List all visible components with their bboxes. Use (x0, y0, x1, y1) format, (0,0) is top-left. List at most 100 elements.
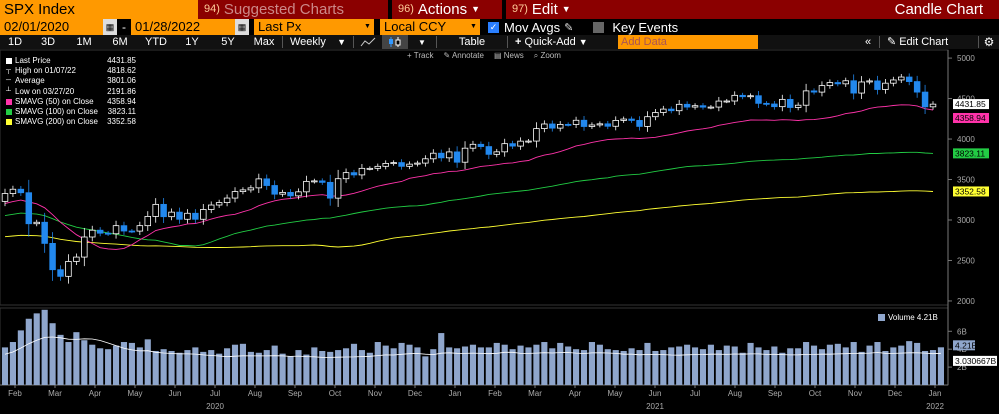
chart-type-dropdown[interactable]: ▼ (418, 37, 426, 47)
legend-item[interactable]: SMAVG (50) on Close 4358.94 (6, 97, 136, 107)
period-ytd[interactable]: YTD (145, 36, 167, 48)
volume-bar (763, 350, 770, 385)
quick-add-button[interactable]: + Quick-Add ▼ (515, 36, 588, 48)
actions-button[interactable]: 96) Actions ▼ (392, 0, 502, 19)
toolbar: 1D 3D 1M 6M YTD 1Y 5Y Max Weekly ▼ ▼ Table + Qui… (0, 35, 999, 49)
candle-body (525, 140, 532, 143)
volume-bar (477, 347, 484, 385)
legend-label: Low on 03/27/20 (15, 86, 75, 96)
x-tick-label: Feb (488, 389, 502, 398)
volume-bar (644, 342, 651, 385)
key-events-checkbox[interactable] (593, 21, 605, 33)
calendar-icon[interactable]: ▦ (235, 19, 249, 35)
volume-bar (350, 343, 358, 385)
volume-bar (422, 356, 429, 385)
calendar-icon[interactable]: ▦ (103, 19, 117, 35)
ticker-field[interactable]: SPX Index (0, 0, 198, 19)
annotate-tool[interactable]: ✎ Annotate (443, 51, 484, 60)
candle-body (358, 167, 366, 176)
candle-body (509, 143, 516, 147)
volume-bar (818, 349, 826, 385)
sma50-line (4, 104, 934, 250)
candle-chart-icon[interactable] (382, 35, 408, 49)
legend-item[interactable]: ┴ Low on 03/27/20 2191.86 (6, 87, 136, 97)
volume-bar (660, 350, 667, 385)
legend-item[interactable]: Last Price 4431.85 (6, 56, 136, 66)
frequency-selector[interactable]: Weekly ▼ (290, 36, 346, 48)
volume-bar (874, 342, 881, 385)
volume-bar (200, 351, 207, 385)
period-1y[interactable]: 1Y (185, 36, 199, 48)
legend-label: Last Price (15, 56, 51, 65)
start-date-field[interactable]: 02/01/2020 (0, 19, 103, 35)
candle-body (739, 94, 746, 98)
collapse-icon[interactable]: « (864, 36, 872, 48)
zoom-tool[interactable]: ⌕ Zoom (533, 50, 561, 60)
volume-bar (541, 342, 548, 385)
edit-chart-button[interactable]: ✎ Edit Chart (887, 36, 949, 48)
candle-body (49, 242, 56, 271)
volume-bar (691, 347, 699, 385)
volume-bar (184, 350, 191, 385)
field-selector[interactable]: Last Px (254, 19, 364, 35)
currency-selector[interactable]: Local CCY (380, 19, 470, 35)
candle-body (683, 103, 691, 108)
period-max[interactable]: Max (253, 36, 275, 48)
period-6m[interactable]: 6M (112, 36, 128, 48)
legend-item[interactable]: SMAVG (200) on Close 3352.58 (6, 117, 136, 127)
candle-body (390, 162, 397, 165)
chevron-down-icon[interactable]: ▼ (364, 19, 374, 35)
add-data-input[interactable]: Add Data (618, 35, 758, 49)
legend-value: 3823.11 (107, 107, 136, 117)
x-tick-label: Jan (449, 389, 462, 398)
volume-bar (699, 349, 707, 385)
volume-bar (707, 344, 714, 385)
period-3d[interactable]: 3D (40, 36, 56, 48)
x-tick-label: Aug (728, 389, 742, 398)
period-1d[interactable]: 1D (7, 36, 23, 48)
chevron-down-icon[interactable]: ▼ (470, 19, 480, 35)
chevron-down-icon: ▼ (561, 4, 571, 14)
candle-body (786, 98, 794, 108)
volume-bar (906, 341, 913, 385)
legend-label: SMAVG (200) on Close (15, 117, 98, 127)
chevron-down-icon: ▼ (578, 37, 588, 47)
volume-bar (65, 342, 72, 385)
legend-item[interactable]: SMAVG (100) on Close 3823.11 (6, 107, 136, 117)
volume-bar (176, 352, 183, 385)
volume-bar (1, 347, 9, 385)
gear-icon[interactable]: ⚙ (983, 35, 995, 49)
news-tool[interactable]: ▤ News (493, 51, 524, 60)
track-tool[interactable]: + Track (407, 51, 434, 60)
candle-body (826, 82, 834, 87)
x-year-label: 2021 (646, 402, 664, 411)
end-date-field[interactable]: 01/28/2022 (131, 19, 235, 35)
volume-bar (247, 351, 254, 385)
period-1m[interactable]: 1M (76, 36, 92, 48)
volume-bar (850, 342, 857, 385)
divider (282, 36, 283, 48)
candle-body (810, 90, 818, 93)
suggested-charts-button[interactable]: 94) Suggested Charts (198, 0, 388, 19)
mov-avgs-checkbox[interactable]: ✓ (488, 21, 499, 33)
candle-body (65, 261, 72, 277)
x-tick-label: Oct (329, 389, 342, 398)
candle-body (501, 143, 508, 153)
y-tick-label: 3000 (957, 216, 975, 225)
period-5y[interactable]: 5Y (221, 36, 235, 48)
volume-badge-label: 4.21B (955, 340, 978, 350)
legend-item[interactable]: ─ Average 3801.06 (6, 76, 136, 86)
mov-avgs-label: Mov Avgs (504, 19, 561, 35)
line-chart-icon[interactable] (354, 35, 382, 49)
x-tick-label: Nov (368, 389, 382, 398)
edit-button[interactable]: 97) Edit ▼ (506, 0, 606, 19)
pencil-icon[interactable]: ✎ (564, 21, 574, 34)
legend-swatch: ┴ (6, 87, 11, 95)
table-button[interactable]: Table (458, 36, 486, 48)
candle-body (287, 191, 294, 197)
volume-bar (414, 347, 421, 385)
legend-item[interactable]: ┬ High on 01/07/22 4818.62 (6, 66, 136, 76)
candle-body (279, 191, 286, 195)
volume-bar (937, 347, 944, 385)
